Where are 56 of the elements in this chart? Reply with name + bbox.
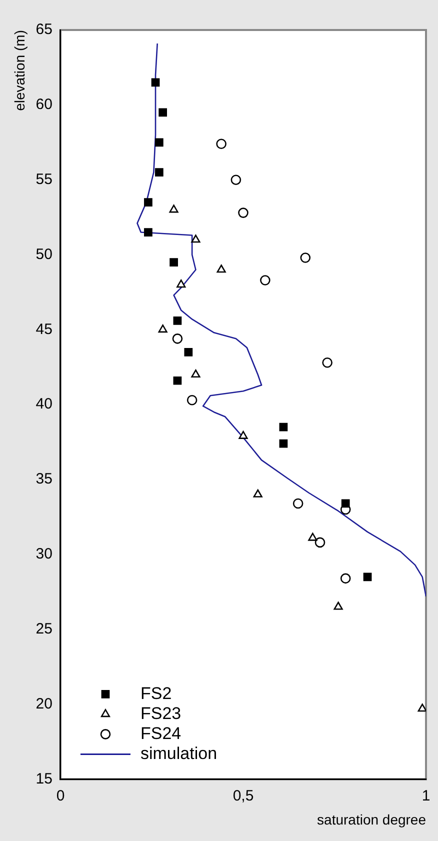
y-tick-label: 15	[36, 770, 52, 788]
point	[191, 234, 200, 243]
point	[172, 334, 183, 344]
point	[279, 422, 288, 432]
point	[154, 168, 164, 177]
point	[334, 602, 343, 610]
y-tick-label: 35	[36, 470, 52, 488]
point	[144, 198, 152, 206]
point	[184, 348, 193, 356]
y-tick-label: 60	[36, 96, 52, 114]
x-tick-label: 0	[56, 787, 65, 804]
point	[173, 376, 182, 385]
y-tick-label: 40	[36, 396, 52, 413]
point	[158, 324, 168, 333]
point	[191, 369, 200, 378]
point	[186, 394, 198, 406]
point	[418, 704, 426, 712]
legend-label: simulation	[140, 744, 218, 763]
x-axis-title: saturation degree	[317, 811, 426, 828]
point	[279, 439, 288, 448]
y-tick-label: 45	[36, 320, 52, 338]
point	[176, 280, 186, 288]
x-tick-label: 1	[422, 787, 430, 804]
y-tick-label: 30	[36, 546, 52, 563]
point	[216, 264, 226, 273]
legend-label: FS23	[140, 704, 182, 723]
point	[308, 532, 318, 541]
point	[341, 499, 350, 508]
point	[230, 174, 242, 185]
point	[158, 108, 168, 117]
point	[238, 208, 248, 218]
legend-label: FS2	[140, 684, 172, 703]
point	[363, 572, 372, 582]
point	[300, 252, 311, 263]
y-tick-label: 55	[36, 170, 52, 188]
point	[260, 275, 270, 286]
point	[314, 537, 326, 548]
legend-label: FS24	[140, 724, 182, 743]
point	[253, 489, 262, 498]
point	[170, 258, 178, 266]
point	[340, 573, 351, 584]
y-tick-label: 65	[36, 21, 52, 38]
point	[169, 204, 178, 213]
point	[173, 316, 182, 325]
point	[151, 78, 160, 87]
point	[216, 138, 226, 150]
point	[322, 357, 332, 368]
point	[238, 430, 248, 439]
x-tick-label: 0,5	[232, 787, 254, 804]
y-tick-label: 50	[36, 246, 52, 263]
y-axis-title: elevation (m)	[11, 30, 28, 111]
point	[144, 228, 152, 236]
y-tick-label: 20	[36, 695, 52, 712]
point	[154, 138, 164, 147]
y-tick-label: 25	[36, 620, 52, 638]
point	[292, 498, 304, 509]
